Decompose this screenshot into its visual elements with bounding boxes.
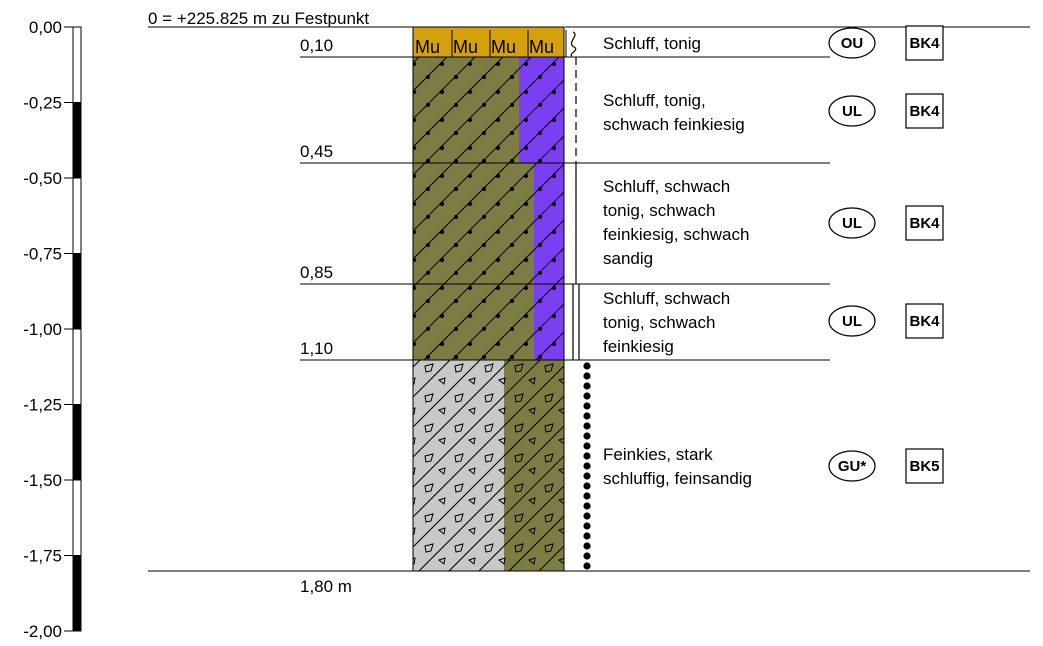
soil-class-3-box bbox=[905, 205, 944, 241]
scale-tick-label: -1,75 bbox=[23, 547, 62, 566]
scale-tick-label: -0,75 bbox=[23, 245, 62, 264]
reference-label: 0 = +225.825 m zu Festpunkt bbox=[148, 9, 369, 28]
layer-3-desc-line-1: Schluff, schwach bbox=[603, 177, 730, 196]
gravel-dot bbox=[583, 452, 591, 460]
gravel-dot bbox=[583, 512, 591, 520]
layer-5-desc-line-2: schluffig, feinsandig bbox=[603, 469, 752, 488]
scale-tick-label: -1,00 bbox=[23, 320, 62, 339]
scale-segment bbox=[72, 555, 82, 632]
layer-boundaries: 0,10 0,45 0,85 1,10 1,80 m bbox=[148, 36, 1030, 596]
scale-tick-label: -1,25 bbox=[23, 396, 62, 415]
soil-class-2: BK4 bbox=[909, 103, 940, 120]
scale-segment bbox=[72, 102, 82, 179]
gravel-dot bbox=[583, 432, 591, 440]
gravel-dot bbox=[583, 522, 591, 530]
scale-segment bbox=[72, 404, 82, 481]
gravel-dot bbox=[583, 392, 591, 400]
soil-class-4-box bbox=[905, 303, 944, 339]
topsoil-mu-symbol: Mu bbox=[529, 37, 554, 57]
gravel-dot bbox=[583, 382, 591, 390]
depth-label-2: 0,45 bbox=[300, 142, 333, 161]
gravel-dot bbox=[583, 472, 591, 480]
soil-column: Mu Mu Mu Mu bbox=[412, 26, 567, 572]
soil-class-4: BK4 bbox=[909, 313, 940, 330]
gravel-dot bbox=[583, 532, 591, 540]
soil-group-4-ellipse bbox=[828, 305, 876, 337]
soil-class-2-box bbox=[905, 93, 944, 129]
depth-label-1: 0,10 bbox=[300, 36, 333, 55]
topsoil-mu-symbol: Mu bbox=[491, 37, 516, 57]
layer-5-desc-line-1: Feinkies, stark bbox=[603, 445, 713, 464]
soil-group-4: UL bbox=[842, 313, 862, 330]
soil-class-5-box bbox=[905, 448, 944, 484]
scale-tick-label: -0,50 bbox=[23, 169, 62, 188]
soil-group-3-ellipse bbox=[828, 207, 876, 239]
dotted-symbol bbox=[583, 362, 591, 570]
soil-group-1: OU bbox=[841, 35, 864, 52]
gravel-dot bbox=[583, 362, 591, 370]
consistency-column bbox=[570, 31, 591, 570]
gravel-dot bbox=[583, 442, 591, 450]
topsoil-mu-symbol: Mu bbox=[415, 37, 440, 57]
gravel-dot bbox=[583, 372, 591, 380]
soil-group-5-ellipse bbox=[828, 450, 876, 482]
gravel-dot bbox=[583, 562, 591, 570]
depth-label-4: 1,10 bbox=[300, 339, 333, 358]
layer-2-desc-line-2: schwach feinkiesig bbox=[603, 115, 745, 134]
scale-tick-label: 0,00 bbox=[29, 18, 62, 37]
layer-1-desc-line-1: Schluff, tonig bbox=[603, 34, 701, 53]
gravel-dot bbox=[583, 412, 591, 420]
soil-class-3: BK4 bbox=[909, 215, 940, 232]
silt-layer-3-4-hatch bbox=[413, 163, 564, 360]
gravel-dot bbox=[583, 422, 591, 430]
wavy-symbol bbox=[570, 31, 577, 57]
depth-scale: 0,00 -0,25 -0,50 -0,75 -1,00 -1,25 -1,50 -1,75 -… bbox=[23, 18, 82, 641]
soil-group-3: UL bbox=[842, 215, 862, 232]
soil-class-5: BK5 bbox=[909, 458, 939, 475]
scale-segment bbox=[72, 177, 82, 254]
layer-2-desc-line-1: Schluff, tonig, bbox=[603, 91, 706, 110]
topsoil-layer bbox=[413, 27, 564, 57]
soil-group-5: GU* bbox=[838, 458, 867, 475]
silt-layer-2-hatch bbox=[413, 57, 564, 163]
gravel-layer-hatch bbox=[413, 360, 564, 571]
gravel-dot bbox=[583, 552, 591, 560]
scale-tick-label: -1,50 bbox=[23, 471, 62, 490]
gravel-dot bbox=[583, 462, 591, 470]
gravel-dot bbox=[583, 502, 591, 510]
soil-class-1-box bbox=[905, 25, 944, 61]
scale-tick-label: -2,00 bbox=[23, 622, 62, 641]
soil-group-1-ellipse bbox=[828, 27, 876, 59]
layer-3-desc-line-2: tonig, schwach bbox=[603, 201, 715, 220]
soil-group-2: UL bbox=[842, 103, 862, 120]
gravel-dot bbox=[583, 542, 591, 550]
scale-segment bbox=[72, 479, 82, 556]
soil-groups: OU UL UL UL GU* bbox=[828, 27, 876, 482]
final-depth-label: 1,80 m bbox=[300, 577, 352, 596]
scale-tick-label: -0,25 bbox=[23, 94, 62, 113]
layer-4-desc-line-3: feinkiesig bbox=[603, 337, 674, 356]
gravel-dot bbox=[583, 402, 591, 410]
soil-class-1: BK4 bbox=[909, 35, 940, 52]
gravel-dot bbox=[583, 482, 591, 490]
scale-segment bbox=[72, 328, 82, 405]
layer-4-desc-line-2: tonig, schwach bbox=[603, 313, 715, 332]
soil-classes: BK4 BK4 BK4 BK4 BK5 bbox=[905, 25, 944, 484]
topsoil-symbols: Mu Mu Mu Mu bbox=[415, 30, 567, 57]
topsoil-mu-symbol: Mu bbox=[453, 37, 478, 57]
soil-group-2-ellipse bbox=[828, 95, 876, 127]
layer-3-desc-line-4: sandig bbox=[603, 249, 653, 268]
scale-segment bbox=[72, 26, 82, 103]
layer-descriptions: Schluff, tonig Schluff, tonig, schwach f… bbox=[603, 34, 752, 488]
gravel-dot bbox=[583, 492, 591, 500]
depth-label-3: 0,85 bbox=[300, 263, 333, 282]
scale-segment bbox=[72, 253, 82, 330]
layer-4-desc-line-1: Schluff, schwach bbox=[603, 289, 730, 308]
layer-3-desc-line-3: feinkiesig, schwach bbox=[603, 225, 749, 244]
